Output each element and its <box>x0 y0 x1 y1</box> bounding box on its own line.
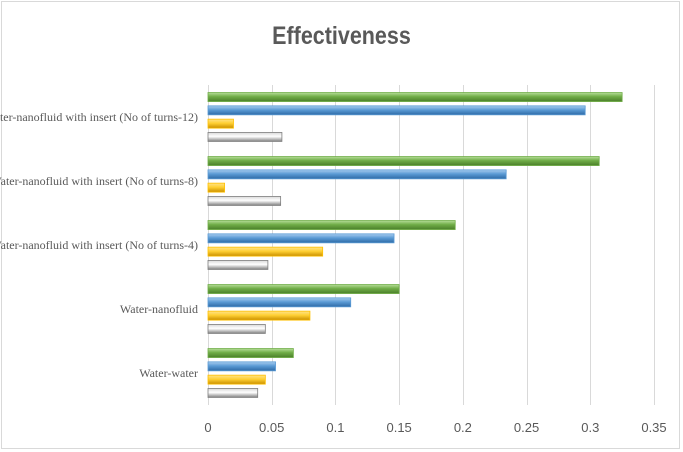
x-tick-label: 0.3 <box>581 420 599 435</box>
bar <box>207 156 600 166</box>
x-tick-label: 0 <box>204 420 211 435</box>
chart-title: Effectiveness <box>272 22 411 50</box>
x-tick-label: 0.15 <box>386 420 411 435</box>
x-tick-label: 0.05 <box>259 420 284 435</box>
category-label: Water-nanofluid with insert (No of turns… <box>0 110 198 124</box>
bar <box>207 169 507 180</box>
bar <box>207 196 282 206</box>
x-tick-label: 0.1 <box>326 420 344 435</box>
bar <box>207 374 266 385</box>
bar <box>207 284 400 294</box>
bar <box>207 310 311 321</box>
bar <box>207 182 225 193</box>
bar <box>207 361 276 372</box>
bar <box>207 260 269 270</box>
x-tick-label: 0.2 <box>454 420 472 435</box>
bar <box>207 105 586 116</box>
bar <box>207 348 294 358</box>
bar <box>207 220 456 230</box>
bar <box>207 233 395 244</box>
bar <box>207 132 283 142</box>
bar <box>207 324 266 334</box>
x-tick-label: 0.25 <box>514 420 539 435</box>
x-tick-label: 0.35 <box>641 420 666 435</box>
bar <box>207 388 259 398</box>
bar <box>207 118 234 129</box>
category-label: Water-water <box>139 366 198 380</box>
category-label: Water-nanofluid with insert (No of turns… <box>0 238 198 252</box>
bar <box>207 297 352 308</box>
bar <box>207 246 324 257</box>
category-label: Water-nanofluid with insert (No of turns… <box>0 174 198 188</box>
category-label: Water-nanofluid <box>120 302 198 316</box>
bar <box>207 92 623 102</box>
